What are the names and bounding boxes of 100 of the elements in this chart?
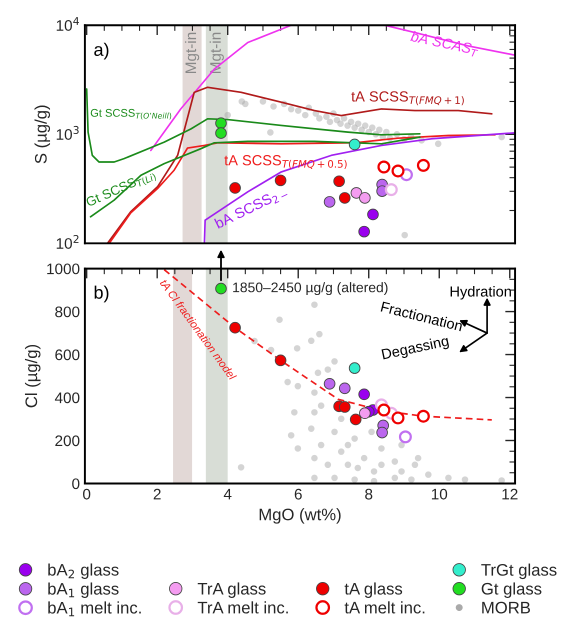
point: [311, 409, 318, 416]
point: [412, 462, 418, 468]
point: [348, 118, 354, 126]
point: [408, 476, 415, 483]
point: [378, 462, 385, 468]
band-label: Mgt-in: [210, 32, 224, 74]
point: [238, 464, 244, 471]
legend-label: TrA melt inc.: [198, 601, 288, 614]
y-axis-title: Cl (µg/g): [24, 344, 40, 408]
point: [376, 426, 388, 438]
point: [284, 378, 291, 386]
point: [392, 474, 398, 482]
point: [344, 462, 352, 468]
point: [288, 106, 294, 112]
point: [311, 389, 318, 396]
point: [323, 113, 330, 120]
band-label: Mgt-in: [184, 32, 200, 74]
point: [308, 425, 315, 432]
y-tick-label: 1000: [47, 263, 80, 274]
legend-label: bA$_{1}$ melt inc.: [48, 601, 141, 616]
point: [351, 124, 358, 131]
y-tick-label: 10$^{4}$: [56, 17, 79, 31]
point: [462, 476, 468, 483]
point: [294, 345, 300, 352]
point: [338, 416, 344, 422]
point: [318, 442, 324, 448]
line-series: [204, 132, 516, 244]
y-tick-label: 600: [55, 349, 80, 360]
annotation: Degassing: [381, 335, 450, 362]
point: [348, 362, 360, 374]
annotation: b): [94, 286, 108, 302]
point: [370, 468, 378, 475]
point: [318, 402, 324, 409]
point: [360, 454, 368, 462]
legend-label: tA glass: [344, 582, 402, 598]
point: [288, 432, 294, 439]
annotation: Hydration: [450, 286, 511, 300]
point: [362, 122, 368, 129]
point: [215, 282, 227, 294]
x-tick-label: 0: [83, 488, 90, 500]
point: [294, 107, 302, 114]
point: [324, 366, 332, 373]
point: [302, 112, 309, 118]
point: [348, 138, 360, 150]
x-tick-label: 10: [432, 488, 448, 500]
point: [344, 442, 352, 448]
point: [358, 388, 370, 400]
point: [333, 175, 345, 188]
point: [260, 98, 266, 105]
point: [392, 458, 398, 465]
point: [354, 120, 362, 127]
point: [274, 354, 286, 366]
legend-label: TrA glass: [198, 582, 266, 598]
point: [338, 382, 351, 394]
point: [498, 477, 505, 484]
point: [311, 474, 318, 482]
point: [398, 430, 412, 444]
point: [274, 174, 286, 186]
point: [311, 301, 318, 308]
legend-label: MORB: [482, 602, 530, 614]
point: [270, 103, 277, 110]
point: [338, 448, 344, 455]
point: [224, 112, 231, 118]
point: [367, 208, 379, 220]
point: [401, 232, 408, 238]
point: [350, 414, 362, 426]
x-tick-label: 12: [502, 488, 518, 500]
point: [276, 316, 283, 323]
point: [359, 407, 371, 420]
point: [354, 464, 362, 472]
x-tick-label: 4: [224, 488, 232, 500]
point: [291, 409, 298, 416]
point: [238, 98, 246, 105]
point: [324, 196, 336, 208]
point: [324, 462, 332, 468]
point: [358, 226, 370, 238]
point: [425, 471, 432, 478]
point: [368, 428, 375, 436]
point: [338, 401, 351, 413]
point: [398, 468, 405, 475]
annotation: tA SCSS$_{T(FMQ+1)}$: [351, 91, 464, 106]
x-tick-label: 2: [154, 488, 161, 500]
point: [384, 183, 398, 196]
point: [351, 476, 358, 483]
point: [338, 192, 351, 204]
point: [294, 382, 302, 390]
point: [369, 124, 376, 131]
point: [314, 370, 322, 376]
point: [308, 338, 315, 344]
point: [498, 134, 505, 140]
point: [215, 127, 227, 139]
point: [267, 129, 274, 136]
y-tick-label: 0: [72, 478, 80, 490]
y-tick-label: 200: [55, 435, 80, 446]
point: [331, 428, 338, 436]
point: [215, 117, 227, 129]
point: [331, 358, 338, 365]
point: [331, 474, 338, 482]
y-tick-label: 10$^{2}$: [56, 234, 78, 249]
annotation: 1850–2450 µg/g (altered): [233, 282, 388, 296]
